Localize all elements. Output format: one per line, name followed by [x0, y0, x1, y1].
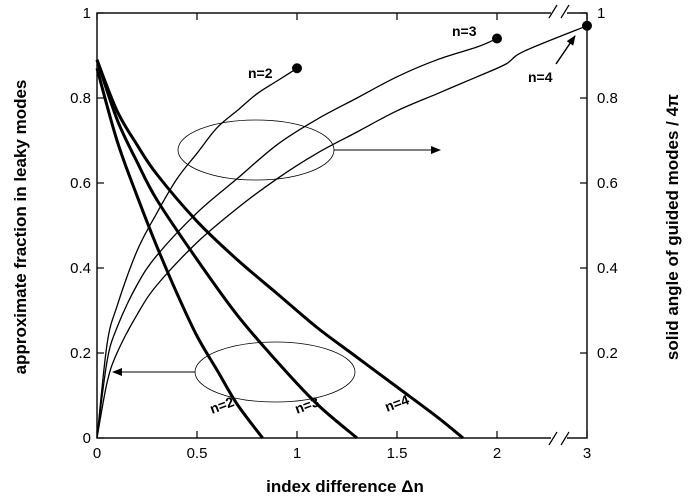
y-tick-label-right: 1 [597, 5, 605, 22]
y-tick-label-left: 0.8 [70, 90, 91, 107]
x-tick-label: 1 [293, 445, 301, 462]
y-tick-label-left: 0.2 [70, 345, 91, 362]
x-axis-title: index difference Δn [266, 477, 424, 496]
endpoint-marker-n2 [292, 63, 302, 74]
leaky-curve-n2 [95, 67, 264, 439]
x-axis-ticks: 0 0.5 1 1.5 2 3 [93, 13, 591, 462]
axis-break-marks [548, 4, 570, 446]
y-tick-label-left: 0.6 [70, 175, 91, 192]
solid-angle-curve-n3 [96, 37, 498, 439]
x-tick-label: 0 [93, 445, 101, 462]
y-axis-left-ticks: 0 0.2 0.4 0.6 0.8 1 [70, 5, 104, 447]
arrow-to-n4-marker [555, 35, 576, 65]
y-tick-label-left: 1 [83, 5, 91, 22]
y-axis-right-ticks: 0.2 0.4 0.6 0.8 1 [580, 5, 618, 362]
solid-angle-curve-n2 [96, 67, 298, 439]
x-tick-label: 2 [493, 445, 501, 462]
leaky-curve-n4 [95, 59, 464, 440]
y-tick-label-right: 0.8 [597, 90, 618, 107]
label-leaky-n2: n=2 [208, 393, 237, 416]
label-solid-n2: n=2 [248, 65, 273, 81]
label-solid-n4: n=4 [528, 69, 553, 85]
x-tick-label: 3 [583, 445, 591, 462]
y-tick-label-right: 0.4 [597, 260, 618, 277]
y-axis-left-title: approximate fraction in leaky modes [11, 80, 30, 375]
leaky-curve-n3 [95, 59, 358, 440]
plot-frame [96, 12, 588, 439]
solid-angle-curve-n4 [96, 25, 588, 439]
plot-border [96, 12, 588, 439]
y-tick-label-left: 0.4 [70, 260, 91, 277]
label-leaky-n3: n=3 [293, 393, 322, 416]
label-leaky-n4: n=4 [383, 391, 412, 414]
y-tick-label-right: 0.6 [597, 175, 618, 192]
endpoint-marker-n3 [492, 33, 502, 44]
solid-angle-group-ellipse [177, 119, 335, 181]
curves [95, 20, 592, 440]
x-tick-label: 0.5 [187, 445, 208, 462]
series-group-indicators [112, 35, 576, 403]
y-tick-label-right: 0.2 [597, 345, 618, 362]
y-axis-right-title: solid angle of guided modes / 4π [663, 94, 682, 360]
y-tick-label-left: 0 [83, 430, 91, 447]
endpoint-marker-n4 [582, 20, 592, 31]
x-tick-label: 1.5 [387, 445, 408, 462]
label-solid-n3: n=3 [452, 23, 477, 39]
